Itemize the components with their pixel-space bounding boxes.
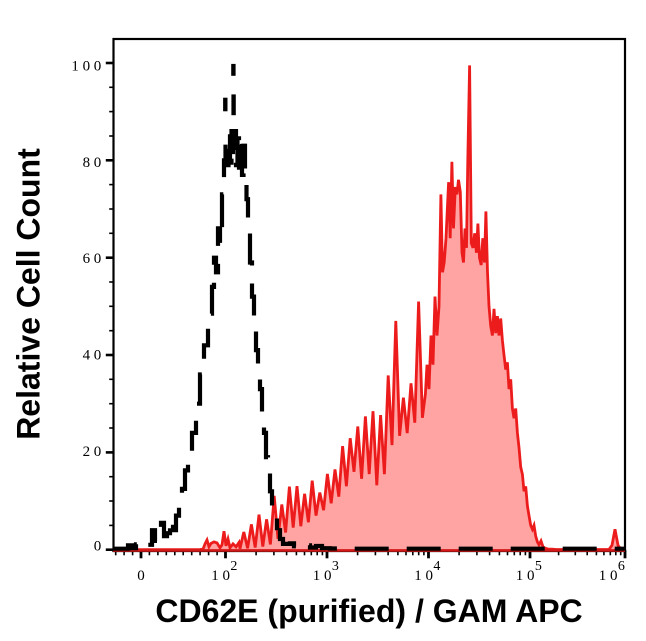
svg-text:6: 6 bbox=[618, 559, 625, 574]
svg-text:0: 0 bbox=[137, 568, 148, 584]
svg-text:20: 20 bbox=[83, 444, 105, 460]
svg-text:3: 3 bbox=[332, 559, 339, 574]
svg-text:10: 10 bbox=[211, 568, 233, 584]
svg-text:100: 100 bbox=[71, 59, 105, 75]
svg-text:CD62E (purified) / GAM APC: CD62E (purified) / GAM APC bbox=[155, 593, 582, 629]
svg-text:80: 80 bbox=[83, 155, 105, 171]
svg-text:60: 60 bbox=[83, 251, 105, 267]
svg-text:4: 4 bbox=[433, 559, 440, 574]
svg-text:10: 10 bbox=[414, 568, 436, 584]
svg-text:40: 40 bbox=[83, 348, 105, 364]
svg-text:10: 10 bbox=[313, 568, 335, 584]
svg-text:10: 10 bbox=[599, 568, 621, 584]
svg-text:5: 5 bbox=[535, 559, 542, 574]
svg-text:2: 2 bbox=[230, 559, 237, 574]
svg-text:0: 0 bbox=[94, 539, 105, 555]
svg-text:10: 10 bbox=[516, 568, 538, 584]
svg-text:Relative Cell Count: Relative Cell Count bbox=[11, 148, 47, 440]
